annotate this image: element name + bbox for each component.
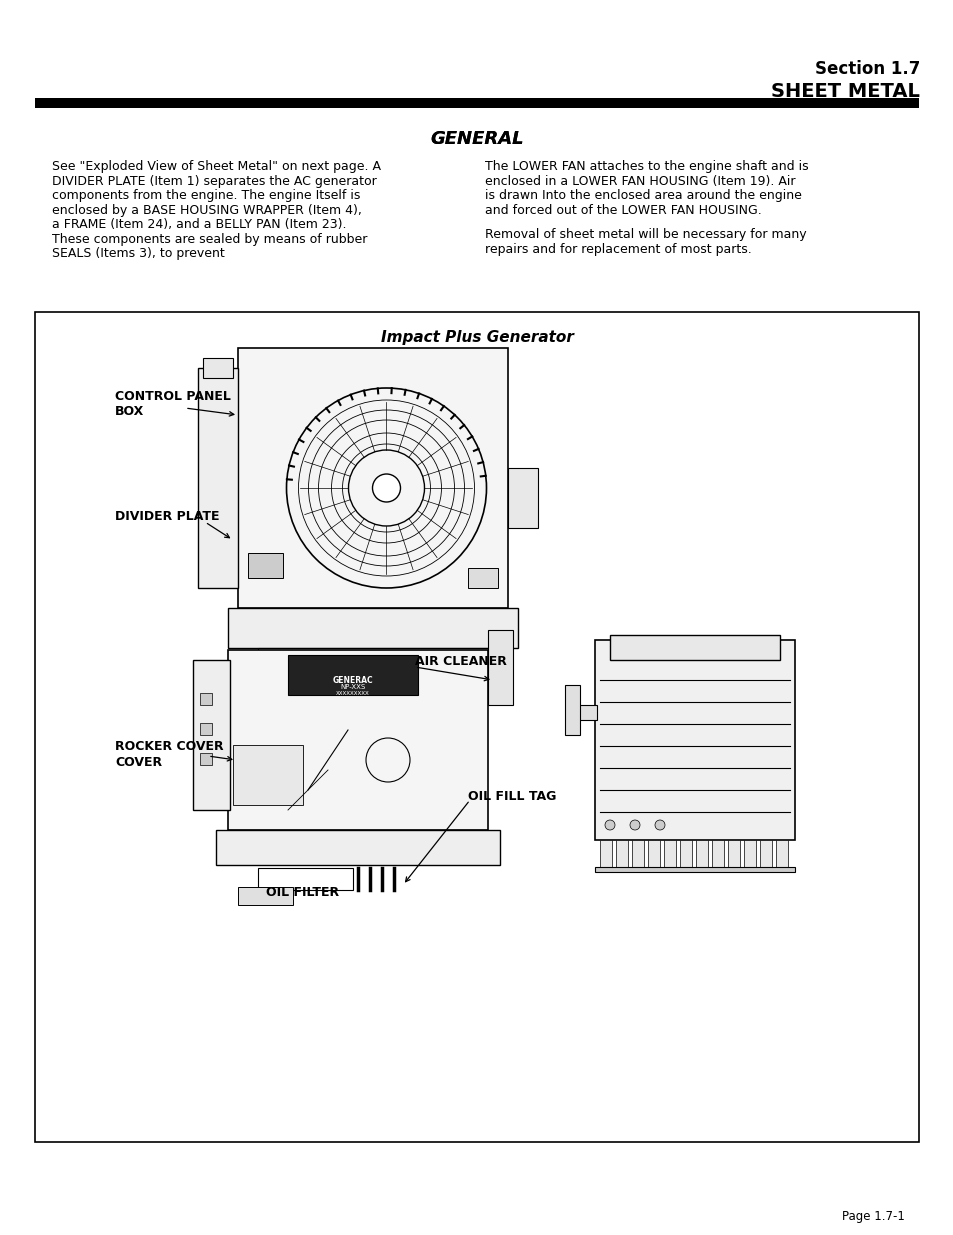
Text: DIVIDER PLATE: DIVIDER PLATE [115,510,219,522]
FancyBboxPatch shape [233,745,303,805]
Text: NP-XXS: NP-XXS [340,684,365,690]
Bar [257,868,353,890]
Bar [488,630,513,705]
Circle shape [629,820,639,830]
Text: BOX: BOX [115,405,144,417]
Text: repairs and for replacement of most parts.: repairs and for replacement of most part… [484,242,751,256]
Text: OIL FILL TAG: OIL FILL TAG [468,790,556,803]
Bar [775,840,787,869]
Circle shape [372,474,400,501]
Circle shape [655,820,664,830]
Bar [696,840,707,869]
Text: a FRAME (Item 24), and a BELLY PAN (Item 23).: a FRAME (Item 24), and a BELLY PAN (Item… [52,219,346,231]
Text: SEALS (Items 3), to prevent: SEALS (Items 3), to prevent [52,247,225,261]
Text: GENERAL: GENERAL [430,130,523,148]
Bar [35,98,918,107]
Bar [248,553,283,578]
Bar [228,650,488,830]
Bar [200,693,212,705]
Text: enclosed by a BASE HOUSING WRAPPER (Item 4),: enclosed by a BASE HOUSING WRAPPER (Item… [52,204,361,216]
Text: Removal of sheet metal will be necessary for many: Removal of sheet metal will be necessary… [484,228,806,241]
Text: GENERAL: GENERAL [430,130,523,148]
Bar [564,685,579,735]
Text: AIR CLEANER: AIR CLEANER [415,655,506,668]
Bar [200,753,212,764]
Bar [237,348,507,608]
Bar [711,840,723,869]
Bar [215,830,499,864]
Bar [616,840,627,869]
Bar [257,648,488,673]
Bar [663,840,676,869]
Bar [631,840,643,869]
Bar [760,840,771,869]
Text: enclosed in a LOWER FAN HOUSING (Item 19). Air: enclosed in a LOWER FAN HOUSING (Item 19… [484,174,795,188]
Text: XXXXXXXXX: XXXXXXXXX [335,692,370,697]
Text: Section 1.7: Section 1.7 [814,61,919,78]
Bar [595,867,794,872]
Text: components from the engine. The engine Itself is: components from the engine. The engine I… [52,189,360,203]
Bar [599,840,612,869]
Text: These components are sealed by means of rubber: These components are sealed by means of … [52,232,367,246]
Text: GENERAC: GENERAC [333,676,373,685]
Bar [647,840,659,869]
Text: See "Exploded View of Sheet Metal" on next page. A: See "Exploded View of Sheet Metal" on ne… [52,161,380,173]
Bar [468,568,497,588]
Bar [595,640,794,840]
Bar [193,659,230,810]
Bar [198,368,237,588]
Bar [203,358,233,378]
Bar [507,468,537,529]
Text: SHEET METAL: SHEET METAL [770,82,919,101]
Bar [237,887,293,905]
Bar [288,655,417,695]
Bar [727,840,740,869]
Circle shape [604,820,615,830]
Bar [35,312,918,1142]
Bar [743,840,755,869]
Text: ROCKER COVER: ROCKER COVER [115,740,223,753]
Text: COVER: COVER [115,756,162,769]
Text: OIL FILTER: OIL FILTER [266,885,338,899]
Bar [228,608,517,648]
Text: DIVIDER PLATE (Item 1) separates the AC generator: DIVIDER PLATE (Item 1) separates the AC … [52,174,376,188]
Text: is drawn Into the enclosed area around the engine: is drawn Into the enclosed area around t… [484,189,801,203]
Bar [609,635,780,659]
Bar [200,722,212,735]
Text: Impact Plus Generator: Impact Plus Generator [380,330,573,345]
Text: Page 1.7-1: Page 1.7-1 [841,1210,904,1223]
Text: The LOWER FAN attaches to the engine shaft and is: The LOWER FAN attaches to the engine sha… [484,161,808,173]
Text: CONTROL PANEL: CONTROL PANEL [115,390,231,403]
Text: and forced out of the LOWER FAN HOUSING.: and forced out of the LOWER FAN HOUSING. [484,204,760,216]
Bar [575,705,597,720]
Bar [679,840,691,869]
